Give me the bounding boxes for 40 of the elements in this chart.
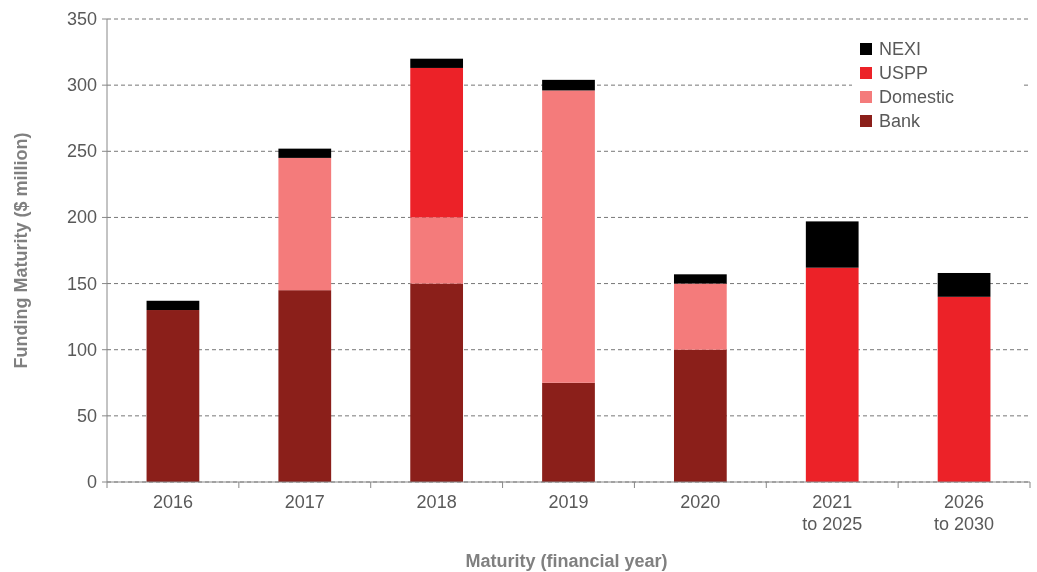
bar: [410, 67, 464, 218]
bar: [542, 79, 595, 91]
legend-label: NEXI: [879, 39, 922, 59]
bar: [805, 221, 859, 268]
bar: [410, 283, 464, 482]
legend-label: Bank: [879, 111, 922, 131]
bar: [410, 58, 464, 68]
x-tick-label: 2017: [284, 492, 325, 512]
bar: [146, 310, 200, 482]
bar: [278, 148, 332, 158]
y-tick-label: 50: [76, 405, 97, 426]
x-tick-label: 2021 to 2025: [802, 492, 863, 534]
bar: [146, 300, 200, 311]
y-tick-label: 250: [66, 141, 97, 162]
bar: [278, 157, 332, 291]
x-axis-title: Maturity (financial year): [465, 551, 668, 571]
x-tick-label: 2018: [416, 492, 457, 512]
bar: [673, 349, 727, 482]
bar: [673, 274, 727, 284]
bar: [937, 296, 991, 482]
bar: [937, 272, 991, 297]
y-tick-label: 300: [66, 75, 97, 96]
y-tick-label: 100: [66, 339, 97, 360]
bar: [278, 290, 332, 482]
y-tick-label: 200: [66, 207, 97, 228]
bar: [542, 90, 595, 383]
y-tick-label: 350: [66, 9, 97, 29]
bar: [542, 382, 595, 482]
legend-label: USPP: [879, 63, 929, 83]
x-tick-label: 2020: [680, 492, 721, 512]
x-tick-label: 2026 to 2030: [934, 492, 995, 534]
bar: [673, 283, 727, 350]
legend-label: Domestic: [879, 87, 955, 107]
y-axis-title: Funding Maturity ($ million): [11, 132, 31, 369]
x-tick-label: 2016: [152, 492, 193, 512]
x-tick-label: 2019: [548, 492, 589, 512]
bar: [805, 267, 859, 482]
y-tick-label: 150: [66, 273, 97, 294]
bar: [410, 217, 464, 284]
y-tick-label: 0: [86, 472, 97, 492]
